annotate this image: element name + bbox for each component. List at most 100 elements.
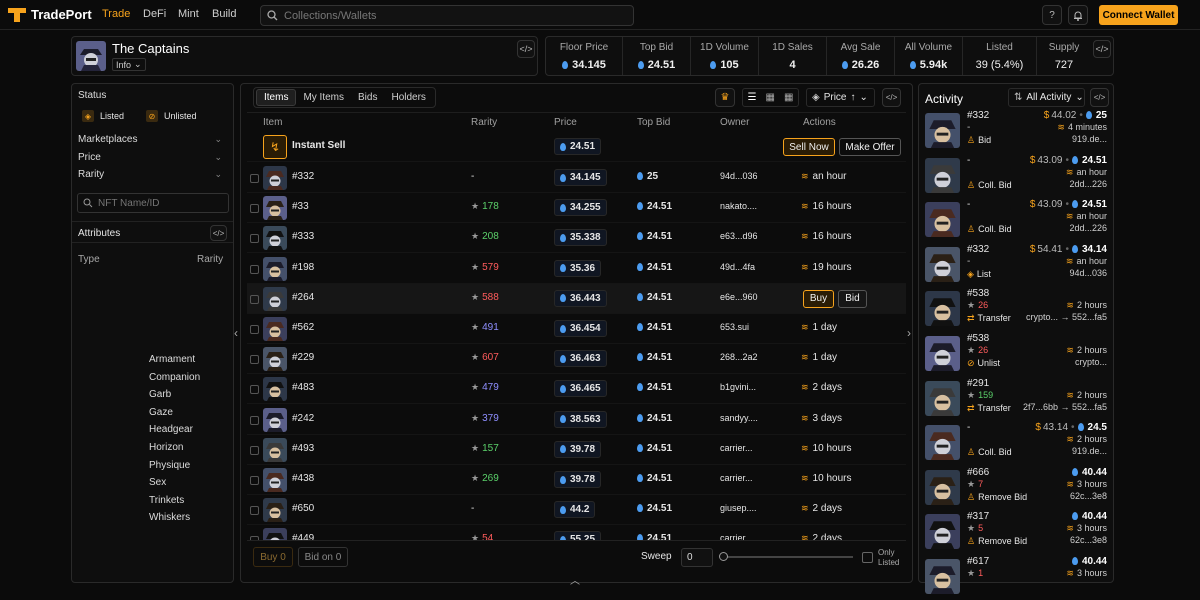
- activity-item[interactable]: #538 ★ 26 ⊘ Unlist ≋ 2 hours crypto...: [920, 333, 1113, 377]
- table-row[interactable]: #333 ★ 208 35.338 24.51 e63...d96 ≋ 16 hou…: [247, 223, 906, 254]
- nft-id[interactable]: #493: [292, 442, 315, 454]
- activity-nft-thumbnail[interactable]: [925, 157, 960, 193]
- nft-id[interactable]: #242: [292, 412, 315, 424]
- info-dropdown[interactable]: Info ⌄: [112, 58, 146, 71]
- nft-id[interactable]: #264: [292, 291, 315, 303]
- col-price[interactable]: Price: [554, 117, 577, 128]
- table-row[interactable]: #198 ★ 579 35.36 24.51 49d...4fa ≋ 19 hour…: [247, 254, 906, 284]
- expand-up-chevron-icon[interactable]: ︿: [570, 576, 580, 587]
- table-row[interactable]: #562 ★ 491 36.454 24.51 653.sui ≋ 1 day: [247, 314, 906, 344]
- activity-item[interactable]: - ♙ Coll. Bid $43.09 • 24.51 ≋ an hour 2dd...…: [920, 155, 1113, 199]
- owner-address[interactable]: e63...d96: [720, 231, 758, 242]
- activity-item[interactable]: #332 - ◈ List $54.41 • 34.14 ≋ an hour 94d...0…: [920, 244, 1113, 288]
- activity-nft-thumbnail[interactable]: [925, 202, 960, 238]
- row-checkbox[interactable]: [250, 415, 259, 425]
- nft-id[interactable]: #33: [292, 201, 309, 213]
- status-listed[interactable]: ◈ Listed: [82, 110, 124, 122]
- row-checkbox[interactable]: [250, 506, 259, 516]
- activity-address[interactable]: 2f7...6bb → 552...fa5: [1022, 401, 1107, 412]
- nft-thumbnail[interactable]: [263, 437, 287, 462]
- table-row[interactable]: #242 ★ 379 38.563 24.51 sandyy.... ≋ 3 day…: [247, 405, 906, 435]
- activity-address[interactable]: crypto... → 552...fa5: [1025, 312, 1107, 323]
- activity-nft-thumbnail[interactable]: [925, 336, 960, 371]
- nft-id[interactable]: #438: [292, 473, 315, 484]
- activity-nft-id[interactable]: #317: [967, 511, 990, 523]
- bid-button[interactable]: Bid: [838, 289, 867, 308]
- row-checkbox[interactable]: [250, 476, 259, 485]
- activity-nft-id[interactable]: #617: [967, 556, 990, 567]
- bid-bulk-button[interactable]: Bid on 0: [298, 547, 348, 567]
- nft-thumbnail[interactable]: [263, 286, 287, 311]
- sweep-slider[interactable]: [721, 556, 853, 558]
- activity-item[interactable]: #617 ★ 1 40.44 ≋ 3 hours: [920, 556, 1113, 600]
- row-checkbox[interactable]: [250, 355, 259, 365]
- table-row[interactable]: #332 - 34.145 25 94d...036 ≋ an hour: [247, 163, 906, 193]
- nft-id[interactable]: #483: [292, 382, 315, 394]
- row-checkbox[interactable]: [250, 325, 259, 334]
- activity-nft-thumbnail[interactable]: [925, 246, 960, 282]
- activity-item[interactable]: #291 ★ 159 ⇄ Transfer ≋ 2 hours 2f7...6bb → …: [920, 378, 1113, 422]
- list-view-icon[interactable]: ☰: [747, 92, 757, 103]
- activity-nft-thumbnail[interactable]: [925, 380, 960, 416]
- owner-address[interactable]: carrier...: [720, 473, 753, 483]
- activity-item[interactable]: #317 ★ 5 ♙ Remove Bid 40.44 ≋ 3 hours 62c...3…: [920, 511, 1113, 555]
- activity-embed-icon[interactable]: </>: [1090, 88, 1109, 107]
- row-checkbox[interactable]: [250, 174, 259, 183]
- nft-id[interactable]: #650: [292, 503, 315, 515]
- activity-item[interactable]: - ♙ Coll. Bid $43.09 • 24.51 ≋ an hour 2dd...…: [920, 199, 1113, 243]
- only-listed-checkbox[interactable]: [862, 552, 873, 563]
- activity-address[interactable]: 2dd...226: [1069, 223, 1107, 234]
- crown-icon[interactable]: ♛: [715, 88, 735, 107]
- nft-id[interactable]: #332: [292, 171, 315, 182]
- activity-address[interactable]: 94d...036: [1069, 267, 1107, 278]
- nft-thumbnail[interactable]: [263, 498, 287, 523]
- activity-address[interactable]: 62c...3e8: [1069, 535, 1107, 546]
- activity-nft-id[interactable]: #538: [967, 333, 990, 344]
- nft-id[interactable]: #449: [292, 533, 315, 545]
- attributes-embed-icon[interactable]: </>: [210, 225, 227, 241]
- owner-address[interactable]: 653.sui: [720, 322, 750, 332]
- owner-address[interactable]: e6e...960: [720, 291, 758, 302]
- col-rarity[interactable]: Rarity: [471, 117, 498, 128]
- activity-nft-id[interactable]: -: [967, 199, 971, 211]
- activity-address[interactable]: 919.de...: [1071, 134, 1107, 144]
- stats-embed-code-icon[interactable]: </>: [1093, 40, 1111, 58]
- nft-id[interactable]: #229: [292, 352, 315, 364]
- row-checkbox[interactable]: [250, 234, 259, 244]
- activity-nft-id[interactable]: -: [967, 422, 971, 434]
- tab-holders[interactable]: Holders: [391, 92, 426, 103]
- nft-search-input[interactable]: [98, 197, 218, 209]
- col-top-bid[interactable]: Top Bid: [637, 117, 671, 128]
- table-row[interactable]: #33 ★ 178 34.255 24.51 nakato.... ≋ 16 hou…: [247, 193, 906, 224]
- activity-item[interactable]: #666 ★ 7 ♙ Remove Bid 40.44 ≋ 3 hours 62c...3…: [920, 467, 1113, 511]
- activity-item[interactable]: - ♙ Coll. Bid $43.14 • 24.5 ≋ 2 hours 919.de.…: [920, 422, 1113, 466]
- make-offer-button[interactable]: Make Offer: [839, 138, 901, 156]
- sell-now-button[interactable]: Sell Now: [783, 138, 835, 156]
- tab-items[interactable]: Items: [256, 89, 297, 106]
- activity-address[interactable]: 2dd...226: [1069, 178, 1107, 189]
- nft-thumbnail[interactable]: [263, 166, 287, 190]
- activity-item[interactable]: #332 - ♙ Bid $44.02 • 25 ≋ 4 minutes 919.de...: [920, 110, 1113, 154]
- owner-address[interactable]: 49d...4fa: [720, 261, 756, 272]
- buy-button[interactable]: Buy: [803, 289, 834, 308]
- help-button[interactable]: ?: [1042, 5, 1062, 25]
- activity-nft-thumbnail[interactable]: [925, 291, 960, 327]
- nav-build[interactable]: Build: [212, 8, 237, 20]
- activity-address[interactable]: crypto...: [1074, 357, 1107, 367]
- nft-thumbnail[interactable]: [263, 377, 287, 402]
- items-embed-icon[interactable]: </>: [882, 88, 901, 107]
- nft-id[interactable]: #333: [292, 231, 315, 243]
- row-checkbox[interactable]: [250, 445, 259, 455]
- activity-nft-thumbnail[interactable]: [925, 425, 960, 461]
- filter-price[interactable]: Price ⌄: [78, 152, 232, 169]
- table-row[interactable]: #438 ★ 269 39.78 24.51 carrier... ≋ 10 hou…: [247, 465, 906, 495]
- activity-filter-dropdown[interactable]: ⇅ All Activity ⌄: [1008, 88, 1085, 107]
- connect-wallet-button[interactable]: Connect Wallet: [1099, 5, 1178, 25]
- nft-thumbnail[interactable]: [263, 317, 287, 341]
- embed-code-icon[interactable]: </>: [517, 40, 535, 58]
- nft-id[interactable]: #198: [292, 261, 315, 273]
- activity-item[interactable]: #538 ★ 26 ⇄ Transfer ≋ 2 hours crypto... → 5…: [920, 288, 1113, 332]
- collapse-right-chevron-icon[interactable]: ›: [907, 326, 911, 340]
- nft-thumbnail[interactable]: [263, 196, 287, 221]
- sweep-input[interactable]: [681, 548, 713, 567]
